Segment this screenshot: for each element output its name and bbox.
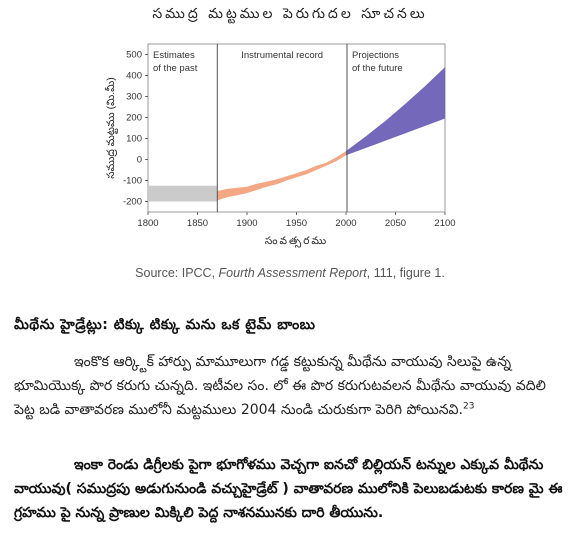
instrumental-band xyxy=(217,151,346,201)
paragraph-1: ఇంకొక ఆర్క్టిక్ హార్పు మామూలుగా గడ్డ కట్… xyxy=(14,350,570,422)
region-label: Projections xyxy=(352,50,399,61)
y-tick-label: 100 xyxy=(126,134,142,145)
x-tick-label: 1850 xyxy=(187,218,208,229)
y-tick-label: 400 xyxy=(126,71,142,82)
x-tick-label: 2100 xyxy=(434,218,455,229)
y-tick-label: -200 xyxy=(123,197,142,208)
y-tick-label: -100 xyxy=(123,176,142,187)
region-label: Estimates xyxy=(153,50,195,61)
section-heading: మీథేను హైడ్రేట్లు: టిక్కు టిక్కు మను ఒక … xyxy=(14,317,316,333)
x-tick-label: 1950 xyxy=(286,218,307,229)
paragraph-1-text: ఇంకొక ఆర్క్టిక్ హార్పు మామూలుగా గడ్డ కట్… xyxy=(14,354,546,418)
paragraph-2: ఇంకా రెండు డిగ్రీలకు పైగా భూగోళము వెచ్చగ… xyxy=(14,457,563,521)
source-report-title: Fourth Assessment Report xyxy=(218,266,367,280)
figure-title: సముద్ర మట్టముల పెరుగుదల సూచనలు xyxy=(152,6,428,22)
region-label: of the past xyxy=(153,63,198,74)
region-label: Instrumental record xyxy=(241,50,323,61)
figure-source: Source: IPCC, Fourth Assessment Report, … xyxy=(0,266,580,280)
source-prefix: Source: IPCC, xyxy=(135,266,219,280)
source-suffix: , 111, figure 1. xyxy=(366,266,445,280)
x-tick-label: 2050 xyxy=(385,218,406,229)
y-tick-label: 0 xyxy=(137,155,142,166)
y-tick-label: 300 xyxy=(126,92,142,103)
past-estimate-band xyxy=(148,185,218,202)
y-tick-label: 200 xyxy=(126,113,142,124)
projection-band xyxy=(346,67,445,156)
x-axis-label: సంవత్సరము xyxy=(265,235,328,248)
y-tick-label: 500 xyxy=(126,50,142,61)
x-tick-label: 1900 xyxy=(236,218,257,229)
footnote-ref: 23 xyxy=(462,401,475,412)
x-tick-label: 2000 xyxy=(335,218,356,229)
sea-level-chart: Estimates of the past Instrumental record P… xyxy=(104,43,456,248)
x-tick-label: 1800 xyxy=(137,218,158,229)
region-label: of the future xyxy=(352,63,403,74)
y-axis-label: సముద్ర మట్టము (మి.మీ) xyxy=(104,77,119,178)
